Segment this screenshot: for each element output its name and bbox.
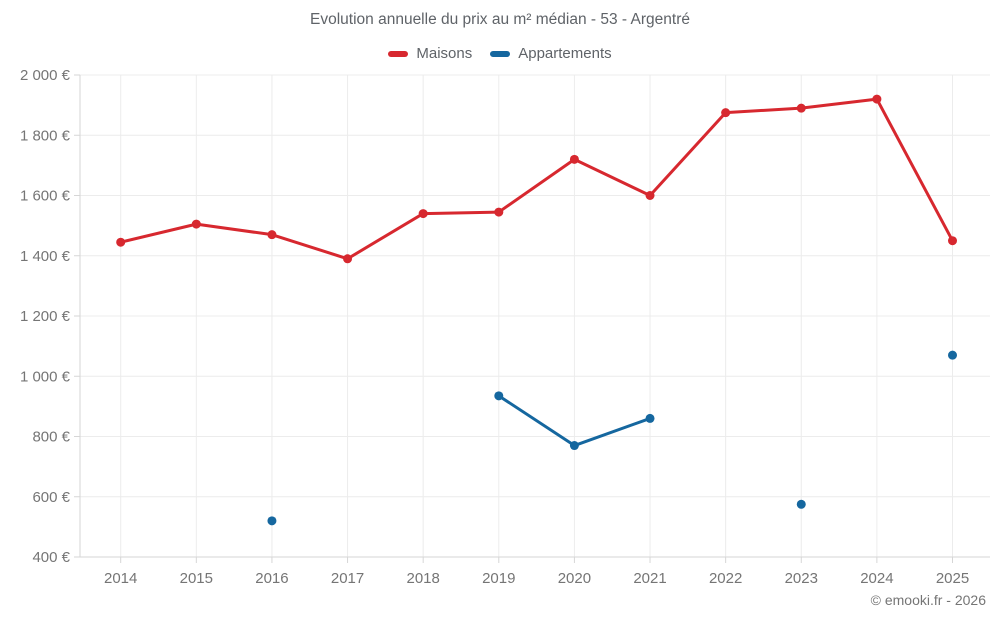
legend-swatch-maisons <box>388 50 409 57</box>
data-point-appartements-2019[interactable] <box>494 391 504 401</box>
data-point-maisons-2015[interactable] <box>191 219 201 229</box>
x-tick-label: 2018 <box>406 570 439 587</box>
legend-swatch-appartements <box>490 50 511 57</box>
legend-item-maisons[interactable]: Maisons <box>388 45 472 62</box>
x-tick-label: 2020 <box>558 570 591 587</box>
legend-item-appartements[interactable]: Appartements <box>490 45 612 62</box>
y-tick-label: 800 € <box>32 429 70 446</box>
chart-legend: Maisons Appartements <box>0 45 1000 62</box>
y-tick-label: 2 000 € <box>20 67 71 84</box>
x-tick-label: 2025 <box>936 570 969 587</box>
data-point-maisons-2014[interactable] <box>116 237 126 247</box>
data-point-maisons-2019[interactable] <box>494 207 504 217</box>
data-point-appartements-2025[interactable] <box>948 350 957 360</box>
x-tick-label: 2014 <box>104 570 137 587</box>
series-maisons-segment <box>270 233 350 261</box>
y-tick-label: 1 400 € <box>20 248 71 265</box>
data-point-appartements-2020[interactable] <box>569 441 579 451</box>
data-point-maisons-2021[interactable] <box>645 191 655 200</box>
y-tick-label: 400 € <box>32 549 70 566</box>
series-maisons-segment <box>421 210 501 216</box>
y-tick-label: 1 600 € <box>20 188 71 205</box>
x-tick-label: 2023 <box>785 570 818 587</box>
series-maisons-segment <box>572 157 652 197</box>
copyright-label: © emooki.fr - 2026 <box>870 592 986 608</box>
data-point-appartements-2023[interactable] <box>796 499 806 509</box>
series-maisons-segment <box>119 222 198 244</box>
series-maisons-segment <box>346 212 425 261</box>
x-tick-label: 2017 <box>331 570 364 587</box>
series-maisons-segment <box>194 222 274 237</box>
x-tick-label: 2019 <box>482 570 515 587</box>
series-maisons-segment <box>648 111 728 197</box>
y-tick-label: 1 800 € <box>20 127 71 144</box>
legend-label: Maisons <box>416 45 473 62</box>
series-appartements-segment <box>572 416 652 448</box>
y-tick-label: 1 000 € <box>20 368 71 385</box>
y-tick-label: 600 € <box>32 489 70 506</box>
data-point-maisons-2016[interactable] <box>267 230 277 240</box>
data-point-maisons-2023[interactable] <box>796 103 806 113</box>
series-maisons-segment <box>799 97 879 110</box>
data-point-maisons-2025[interactable] <box>948 236 957 246</box>
data-point-appartements-2021[interactable] <box>645 413 655 423</box>
legend-label: Appartements <box>518 45 612 62</box>
data-point-appartements-2016[interactable] <box>267 516 277 526</box>
x-tick-label: 2021 <box>633 570 666 587</box>
data-point-maisons-2022[interactable] <box>721 108 731 118</box>
data-point-maisons-2018[interactable] <box>418 209 428 219</box>
chart-title: Evolution annuelle du prix au m² médian … <box>310 11 690 28</box>
series-appartements-segment <box>497 394 576 448</box>
x-tick-label: 2015 <box>180 570 213 587</box>
x-tick-label: 2016 <box>255 570 288 587</box>
x-tick-label: 2022 <box>709 570 742 587</box>
x-tick-label: 2024 <box>860 570 893 587</box>
data-point-maisons-2020[interactable] <box>569 154 579 164</box>
series-maisons-segment <box>497 157 576 214</box>
series-maisons-segment <box>724 106 803 115</box>
series-maisons-segment <box>875 97 954 243</box>
data-point-maisons-2024[interactable] <box>872 94 882 104</box>
data-point-maisons-2017[interactable] <box>343 254 353 264</box>
y-tick-label: 1 200 € <box>20 308 71 325</box>
